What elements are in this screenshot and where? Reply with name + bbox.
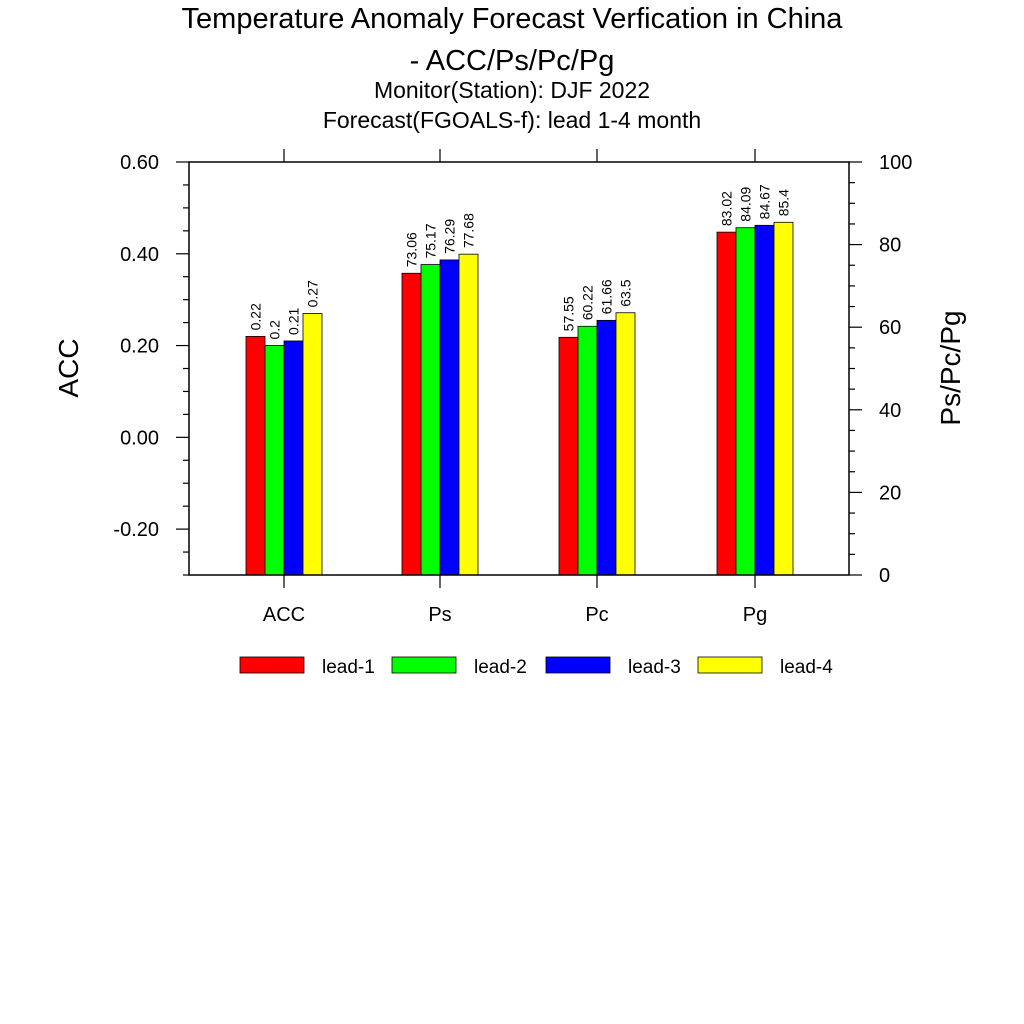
legend-swatch-lead-4	[697, 656, 763, 674]
value-label-lead-2-Ps: 75.17	[423, 223, 439, 258]
chart-title-line1: Temperature Anomaly Forecast Verfication…	[182, 3, 844, 35]
bar-lead-1-ACC	[245, 335, 266, 576]
y-left-tick-label: -0.20	[113, 519, 159, 541]
value-label-lead-2-Pg: 84.09	[738, 186, 754, 221]
legend-swatch-lead-1	[239, 656, 305, 674]
y-right-tick-label: 40	[879, 400, 901, 422]
chart-subtitle-line1: Monitor(Station): DJF 2022	[374, 77, 650, 103]
chart-subtitle-line2: Forecast(FGOALS-f): lead 1-4 month	[323, 107, 701, 133]
x-tick-label-Pc: Pc	[585, 604, 608, 626]
y-right-tick-label: 20	[879, 482, 901, 504]
y-right-tick-label: 80	[879, 235, 901, 257]
value-label-lead-3-ACC: 0.21	[286, 308, 302, 335]
bar-lead-4-Pg	[773, 221, 794, 576]
x-tick-label-Ps: Ps	[428, 604, 451, 626]
y-left-tick-label: 0.00	[120, 427, 159, 449]
bar-lead-3-Pg	[754, 224, 775, 576]
legend: lead-1 lead-2 lead-3 lead-4	[239, 656, 833, 678]
x-tick-label-Pg: Pg	[743, 604, 767, 626]
value-label-lead-3-Pg: 84.67	[757, 184, 773, 219]
bar-lead-1-Pg	[716, 231, 737, 576]
legend-label-lead-4: lead-4	[780, 657, 833, 678]
y-right-tick-label: 60	[879, 317, 901, 339]
value-label-lead-1-Pc: 57.55	[561, 296, 577, 331]
y-left-tick-label: 0.60	[120, 152, 159, 174]
y-right-tick-label: 100	[879, 152, 912, 174]
bar-lead-3-Ps	[439, 259, 460, 576]
bar-lead-3-Pc	[596, 319, 617, 576]
bar-lead-4-Pc	[615, 312, 636, 576]
value-label-lead-3-Ps: 76.29	[442, 219, 458, 254]
bar-lead-2-ACC	[264, 345, 285, 576]
value-label-lead-4-ACC: 0.27	[305, 280, 321, 307]
bar-lead-1-Ps	[401, 272, 422, 576]
bar-lead-1-Pc	[558, 336, 579, 576]
plot-area: 0.22 73.06 57.55 83.02 0.2 75.17 60.22 84.09 0.2…	[113, 149, 912, 626]
value-label-lead-1-Ps: 73.06	[404, 232, 420, 267]
value-label-lead-4-Pc: 63.5	[618, 279, 634, 306]
y-right-tick-label: 0	[879, 565, 890, 587]
x-tick-label-ACC: ACC	[263, 604, 305, 626]
value-label-lead-3-Pc: 61.66	[599, 279, 615, 314]
value-label-lead-1-Pg: 83.02	[719, 191, 735, 226]
bar-lead-2-Ps	[420, 264, 441, 576]
legend-label-lead-1: lead-1	[322, 657, 375, 678]
bar-lead-3-ACC	[283, 340, 304, 576]
y-left-tick-label: 0.40	[120, 244, 159, 266]
bar-lead-2-Pg	[735, 227, 756, 576]
y-axis-left-title: ACC	[53, 338, 84, 397]
value-label-lead-4-Ps: 77.68	[461, 213, 477, 248]
bar-lead-2-Pc	[577, 325, 598, 576]
legend-label-lead-3: lead-3	[628, 657, 681, 678]
value-label-lead-2-ACC: 0.2	[267, 320, 283, 340]
chart-title-line2: - ACC/Ps/Pc/Pg	[410, 45, 615, 77]
y-left-tick-label: 0.20	[120, 336, 159, 358]
value-label-lead-4-Pg: 85.4	[776, 189, 792, 216]
value-label-lead-2-Pc: 60.22	[580, 285, 596, 320]
legend-swatch-lead-3	[545, 656, 611, 674]
value-label-lead-1-ACC: 0.22	[248, 303, 264, 330]
y-axis-right-title: Ps/Pc/Pg	[935, 310, 966, 425]
bar-lead-4-Ps	[458, 253, 479, 576]
legend-label-lead-2: lead-2	[474, 657, 527, 678]
legend-swatch-lead-2	[391, 656, 457, 674]
bar-lead-4-ACC	[302, 313, 323, 576]
